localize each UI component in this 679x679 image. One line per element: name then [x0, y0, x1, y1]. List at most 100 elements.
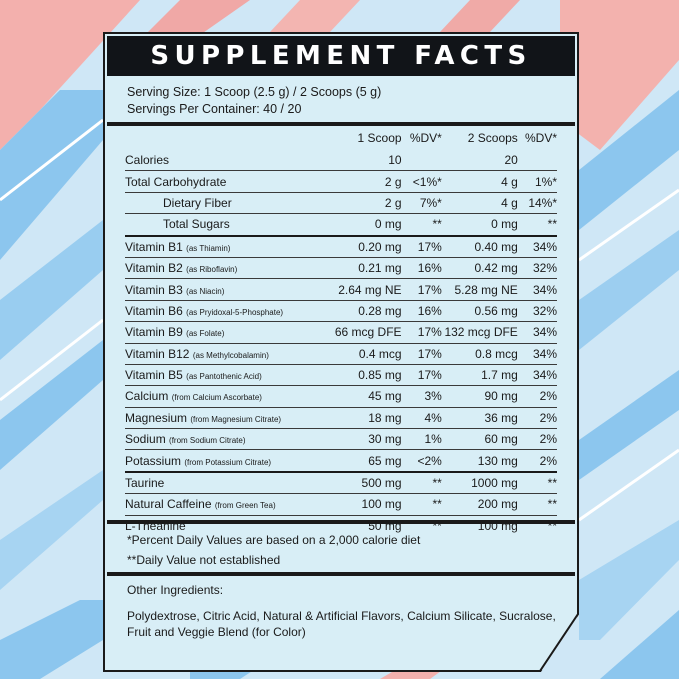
nutrient-source: (as Thiamin) — [186, 243, 231, 253]
dv-1-scoop: 16% — [407, 256, 442, 279]
table-row: Vitamin B5 (as Pantothenic Acid) 0.85 mg 1… — [125, 363, 557, 386]
table-row: Potassium (from Potassium Citrate) 65 mg <… — [125, 449, 557, 472]
nutrient-name: Magnesium (from Magnesium Citrate) — [125, 406, 323, 429]
dv-2-scoops: 2% — [523, 428, 557, 450]
header-amount-2: 2 Scoops — [467, 131, 518, 145]
nutrient-name: Potassium (from Potassium Citrate) — [125, 449, 323, 472]
amount-2-scoops: 90 mg — [441, 385, 524, 408]
nutrient-label: Calories — [125, 153, 170, 168]
nutrient-label: Calcium — [125, 389, 169, 404]
nutrient-name: Vitamin B5 (as Pantothenic Acid) — [125, 363, 323, 386]
dv-1-scoop: ** — [407, 493, 442, 516]
amount-2-scoops: 36 mg — [441, 406, 524, 429]
servings-per-container: Servings Per Container: 40 / 20 — [127, 102, 302, 116]
divider-thick-ingredients — [107, 572, 575, 576]
nutrient-name: Vitamin B3 (as Niacin) — [125, 278, 323, 301]
nutrient-table: 1 Scoop %DV* 2 Scoops %DV* Calories 10 20 T… — [125, 126, 557, 537]
amount-2-scoops: 4 g — [441, 170, 524, 193]
dv-2-scoops: ** — [523, 213, 557, 236]
amount-2-scoops: 4 g — [441, 191, 524, 214]
nutrient-name: Vitamin B1 (as Thiamin) — [125, 234, 323, 258]
serving-size: Serving Size: 1 Scoop (2.5 g) / 2 Scoops… — [127, 85, 382, 99]
nutrient-name: Calories — [125, 150, 323, 171]
nutrient-rows: Calories 10 20 Total Carbohydrate 2 g <1%* 4 g… — [125, 150, 557, 537]
amount-2-scoops: 5.28 mg NE — [441, 278, 524, 301]
nutrient-source: (as Pryidoxal-5-Phosphate) — [186, 307, 284, 317]
table-row: Vitamin B3 (as Niacin) 2.64 mg NE 17% 5.28 … — [125, 278, 557, 301]
table-row: Vitamin B2 (as Riboflavin) 0.21 mg 16% 0.42… — [125, 256, 557, 279]
nutrient-source: (from Green Tea) — [214, 501, 276, 511]
table-row: Vitamin B6 (as Pryidoxal-5-Phosphate) 0.2… — [125, 299, 557, 322]
amount-1-scoop: 2 g — [322, 170, 408, 193]
dv-2-scoops: ** — [523, 493, 557, 516]
nutrient-label: Natural Caffeine — [125, 497, 212, 512]
amount-1-scoop: 100 mg — [322, 493, 408, 516]
dv-1-scoop: 17% — [407, 278, 442, 301]
nutrient-label: Magnesium — [125, 410, 188, 425]
amount-1-scoop: 66 mcg DFE — [322, 321, 408, 344]
dv-2-scoops: 32% — [523, 256, 557, 279]
nutrient-label: Dietary Fiber — [163, 195, 232, 210]
amount-1-scoop: 2 g — [322, 191, 408, 214]
dv-1-scoop: ** — [407, 470, 442, 494]
amount-2-scoops: 60 mg — [441, 428, 524, 450]
nutrient-name: Total Sugars — [125, 213, 323, 236]
dv-2-scoops: ** — [523, 470, 557, 494]
amount-2-scoops: 1000 mg — [441, 470, 524, 494]
dv-2-scoops: 34% — [523, 363, 557, 386]
nutrient-source: (from Potassium Citrate) — [184, 457, 272, 467]
footnote-not-established: **Daily Value not established — [127, 553, 281, 567]
amount-2-scoops: 200 mg — [441, 493, 524, 516]
amount-2-scoops: 0 mg — [441, 213, 524, 236]
dv-1-scoop: 7%* — [407, 191, 442, 214]
nutrient-name: Dietary Fiber — [125, 191, 323, 214]
panel-title: SUPPLEMENT FACTS — [107, 36, 575, 76]
amount-1-scoop: 0.4 mcg — [322, 342, 408, 365]
dv-2-scoops: 14%* — [523, 191, 557, 214]
nutrient-label: Total Sugars — [163, 217, 230, 232]
dv-2-scoops: 2% — [523, 406, 557, 429]
nutrient-name: Total Carbohydrate — [125, 170, 323, 193]
amount-1-scoop: 0.85 mg — [322, 363, 408, 386]
nutrient-source: (as Niacin) — [186, 286, 225, 296]
amount-1-scoop: 45 mg — [322, 385, 408, 408]
other-ingredients: Other Ingredients: Polydextrose, Citric … — [127, 582, 557, 640]
amount-2-scoops: 100 mg — [441, 514, 524, 537]
dv-1-scoop: 17% — [407, 234, 442, 258]
nutrient-label: Total Carbohydrate — [125, 174, 227, 189]
nutrient-label: Vitamin B5 — [125, 368, 183, 383]
table-row: Total Carbohydrate 2 g <1%* 4 g 1%* — [125, 170, 557, 193]
nutrient-name: Calcium (from Calcium Ascorbate) — [125, 385, 323, 408]
amount-2-scoops: 0.56 mg — [441, 299, 524, 322]
nutrient-source: (from Magnesium Citrate) — [190, 414, 282, 424]
dv-2-scoops: 1%* — [523, 170, 557, 193]
serving-info: Serving Size: 1 Scoop (2.5 g) / 2 Scoops… — [127, 84, 381, 118]
nutrient-label: Vitamin B3 — [125, 282, 183, 297]
table-row: Vitamin B9 (as Folate) 66 mcg DFE 17% 132 m… — [125, 321, 557, 344]
table-row: Sodium (from Sodium Citrate) 30 mg 1% 60 mg… — [125, 428, 557, 450]
nutrient-name: Natural Caffeine (from Green Tea) — [125, 493, 323, 516]
dv-1-scoop — [408, 150, 442, 171]
nutrient-name: Vitamin B12 (as Methylcobalamin) — [125, 342, 323, 365]
nutrient-label: Vitamin B12 — [125, 346, 190, 361]
dv-1-scoop: 1% — [407, 428, 442, 450]
amount-2-scoops: 0.42 mg — [441, 256, 524, 279]
nutrient-label: Vitamin B9 — [125, 325, 183, 340]
amount-1-scoop: 30 mg — [322, 428, 408, 450]
dv-2-scoops — [524, 150, 557, 171]
nutrient-label: Vitamin B2 — [125, 261, 183, 276]
amount-2-scoops: 0.40 mg — [441, 234, 524, 258]
header-dv-2: %DV* — [524, 131, 557, 145]
amount-1-scoop: 65 mg — [322, 449, 408, 472]
dv-1-scoop: 17% — [407, 321, 442, 344]
amount-1-scoop: 500 mg — [322, 470, 408, 494]
nutrient-source: (from Calcium Ascorbate) — [171, 393, 262, 403]
amount-1-scoop: 10 — [388, 153, 402, 168]
amount-1-scoop: 0.21 mg — [322, 256, 408, 279]
nutrient-name: Sodium (from Sodium Citrate) — [125, 428, 323, 450]
table-row: Natural Caffeine (from Green Tea) 100 mg *… — [125, 493, 557, 516]
dv-2-scoops: 34% — [523, 321, 557, 344]
table-row: Total Sugars 0 mg ** 0 mg ** — [125, 213, 557, 236]
dv-1-scoop: <2% — [407, 449, 442, 472]
amount-1-scoop: 2.64 mg NE — [322, 278, 408, 301]
